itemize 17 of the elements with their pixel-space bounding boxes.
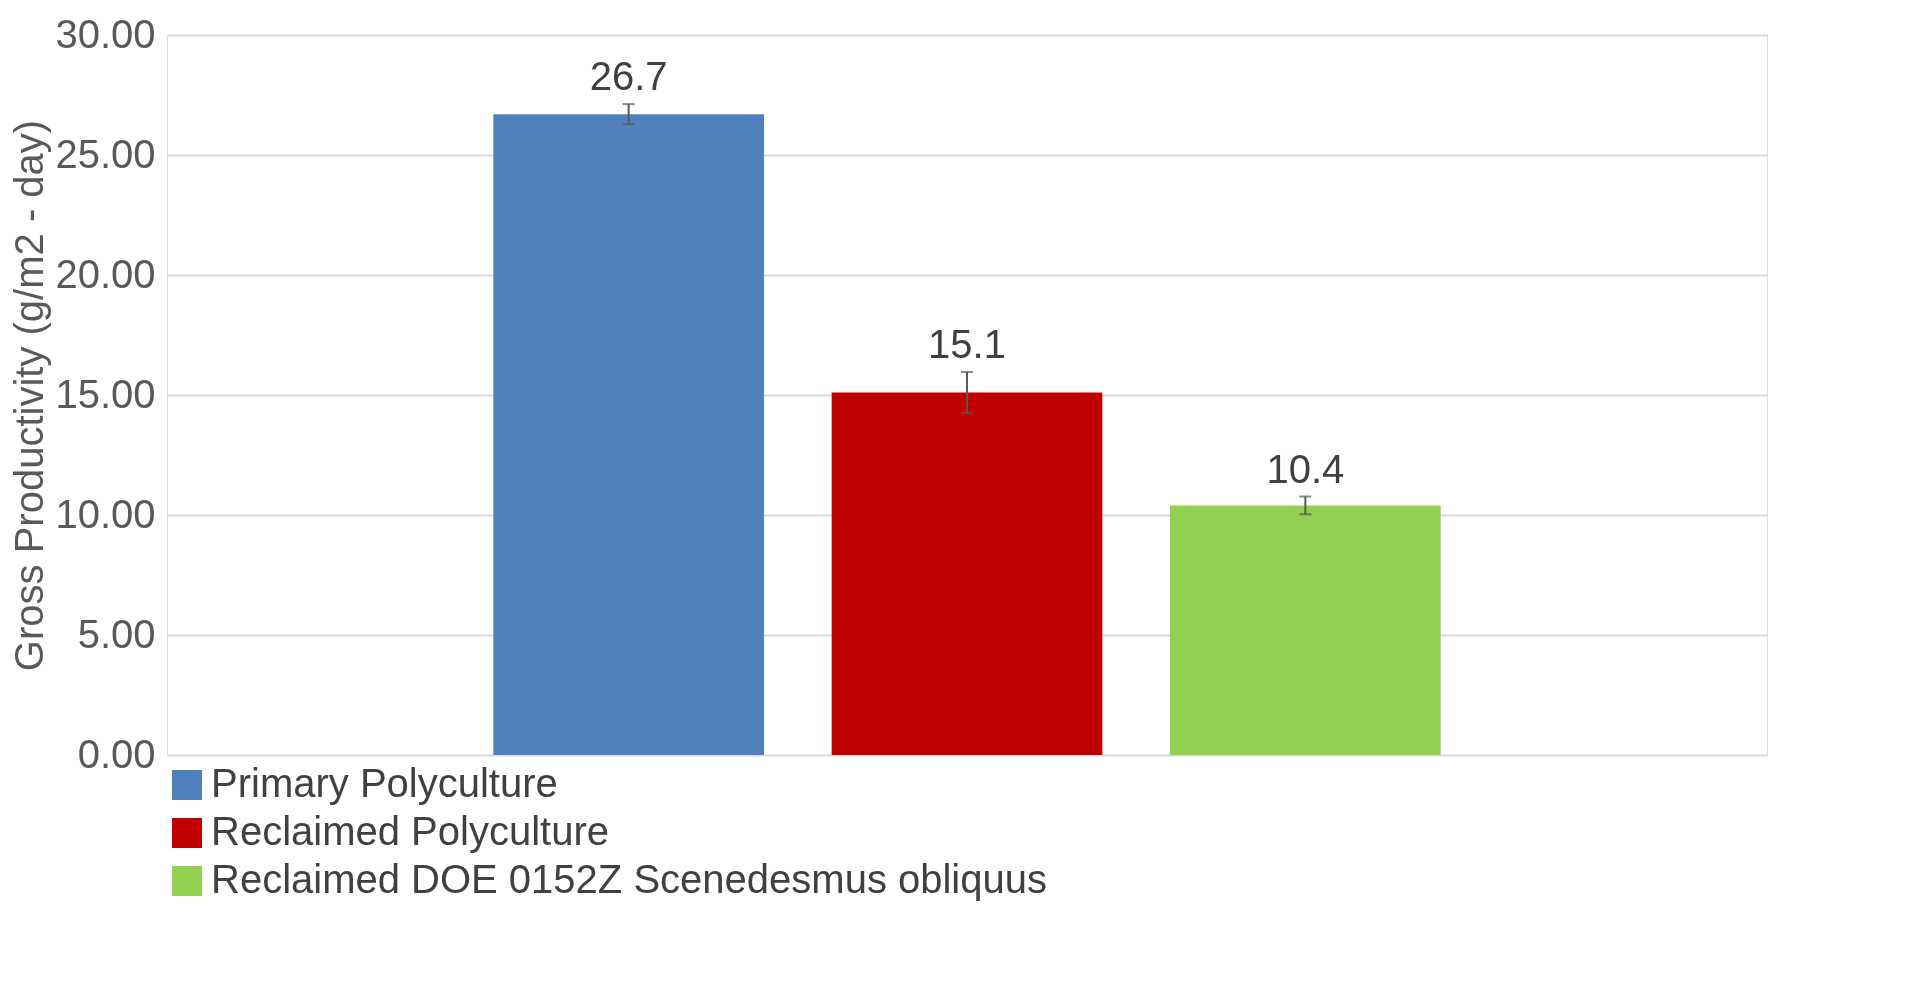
- bar: [831, 392, 1103, 755]
- y-tick-label: 15.00: [55, 371, 156, 416]
- y-tick-label: 25.00: [55, 131, 156, 176]
- data-label: 26.7: [589, 54, 668, 99]
- y-tick-label: 0.00: [77, 731, 156, 776]
- data-label: 15.1: [928, 321, 1006, 366]
- data-label: 10.4: [1266, 446, 1345, 491]
- y-tick-label: 30.00: [55, 11, 156, 56]
- y-axis-title: Gross Productivity (g/m2 - day): [7, 119, 52, 672]
- legend-label: Reclaimed DOE 0152Z Scenedesmus obliquus: [211, 857, 1047, 901]
- legend-label: Reclaimed Polyculture: [211, 809, 609, 853]
- y-tick-label: 5.00: [77, 611, 156, 656]
- bar: [493, 114, 764, 755]
- y-tick-label: 20.00: [55, 251, 156, 296]
- y-tick-label: 10.00: [55, 491, 156, 536]
- bar: [1170, 505, 1441, 755]
- legend-label: Primary Polyculture: [211, 761, 558, 805]
